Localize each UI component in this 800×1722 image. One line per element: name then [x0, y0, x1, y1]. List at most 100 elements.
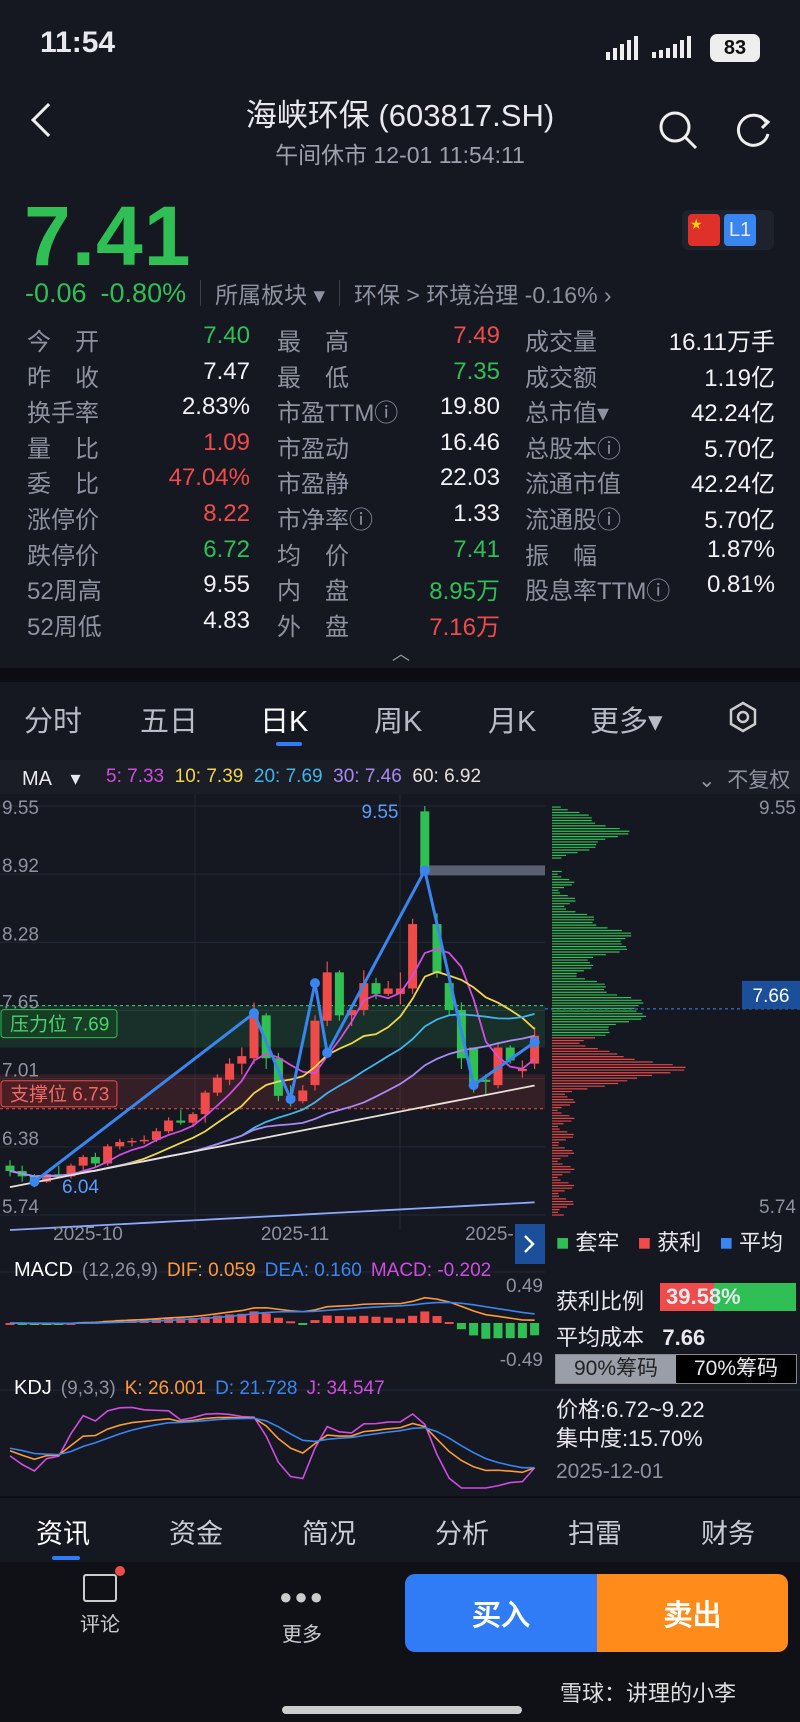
tab-3[interactable]: 周K [374, 706, 423, 738]
candle [151, 1131, 161, 1140]
kdj-d: D: 21.728 [215, 1378, 297, 1399]
ma-long-line [9, 1201, 535, 1231]
resistance-tag [0, 1009, 118, 1039]
macd-bar [481, 1323, 491, 1339]
chevron-right-icon [524, 1235, 535, 1253]
stat-value: 7.49 [453, 322, 500, 349]
support-label: 支撑位 6.73 [10, 1084, 109, 1106]
stat-value: 7.47 [203, 357, 250, 385]
info-tab-4[interactable]: 扫雷 [568, 1519, 622, 1549]
stat-label: 均 价 [277, 542, 349, 570]
stat-label: 52周高 [27, 578, 102, 606]
info-tab-1[interactable]: 资金 [169, 1519, 223, 1549]
stat-value: 2.83% [181, 393, 250, 421]
candle [444, 983, 454, 1010]
kline-chart[interactable]: 9.55 8.92 8.28 7.65 7.01 6.38 5.74 2025-10 2025-… [0, 794, 800, 1494]
candle [42, 1174, 52, 1182]
candle [225, 1063, 235, 1080]
zigzag-point [529, 1037, 540, 1048]
macd-bar [286, 1321, 296, 1324]
stats-row: 委 比 47.04% 市盈静 22.03 流通市值 42.24亿 [0, 464, 800, 500]
macd-params: (12,26,9) [82, 1260, 158, 1281]
home-indicator[interactable] [282, 1706, 522, 1714]
more-button[interactable]: ●●● 更多 [272, 1584, 332, 1647]
comment-button[interactable]: 评论 [70, 1566, 130, 1637]
stat-label: 市盈静 [277, 471, 349, 499]
stat-value: 6.72 [203, 535, 250, 563]
candle [176, 1120, 186, 1123]
macd-bar [371, 1316, 381, 1323]
info-tab-5[interactable]: 财务 [701, 1519, 755, 1549]
candle [139, 1139, 149, 1142]
chip-legend: ■ 套牢 ■ 获利 ■ 平均 [556, 1230, 783, 1255]
stat-value: 7.40 [203, 322, 250, 349]
candle [212, 1077, 222, 1093]
adjust-select[interactable]: ⌄ 不复权 [698, 769, 791, 792]
tab-0[interactable]: 分时 [24, 706, 83, 738]
tab-2[interactable]: 日K [260, 706, 309, 738]
x-tick-label: 2025-11 [261, 1224, 329, 1245]
zigzag-point [249, 1008, 259, 1019]
price-gap-box [420, 865, 545, 876]
macd-bar [225, 1314, 235, 1323]
tab-1[interactable]: 五日 [140, 706, 199, 738]
macd-bottom-label: -0.49 [500, 1350, 543, 1371]
sector-link[interactable]: 环保 > 环境治理 -0.16% › [354, 282, 612, 308]
stat-label: 52周低 [27, 613, 102, 641]
macd-bar [298, 1323, 308, 1325]
stat-label: 量 比 [27, 435, 99, 463]
ma-indicator-select[interactable]: MA ▾ [22, 768, 81, 790]
candle [273, 1058, 283, 1096]
dea-line [9, 1301, 535, 1325]
macd-value: MACD: -0.202 [371, 1260, 491, 1281]
candle [261, 1015, 271, 1059]
candle [298, 1090, 308, 1102]
candle [322, 972, 332, 1021]
candle [359, 983, 369, 1010]
chip-price-range: 价格:6.72~9.22 [556, 1397, 705, 1422]
macd-bar [408, 1315, 418, 1323]
macd-bar [517, 1323, 527, 1339]
search-icon[interactable] [656, 108, 700, 152]
info-tab-3[interactable]: 分析 [435, 1519, 489, 1549]
tab-4[interactable]: 月K [488, 706, 537, 738]
next-arrow-button[interactable] [515, 1224, 545, 1264]
chip-top-label: 9.55 [759, 798, 796, 819]
price-change-pct: -0.80% [100, 277, 187, 308]
refresh-icon[interactable] [732, 108, 776, 152]
candle [505, 1047, 515, 1061]
info-tab-0[interactable]: 资讯 [36, 1519, 90, 1549]
stat-value: 1.19亿 [704, 364, 775, 392]
candle [481, 1079, 491, 1082]
collapse-icon[interactable]: ︿ [392, 644, 410, 664]
dif-line [9, 1296, 535, 1325]
market-badge[interactable]: ★ L1 [682, 210, 774, 250]
candle [517, 1069, 527, 1072]
settings-icon[interactable] [726, 700, 760, 734]
stat-value: 7.35 [453, 357, 500, 385]
tab-5[interactable]: 更多▾ [590, 706, 663, 738]
macd-top-label: 0.49 [506, 1276, 543, 1297]
stat-value: 22.03 [439, 464, 500, 492]
chip-range-toggle: 90%筹码 70%筹码 [555, 1354, 797, 1384]
stat-value: 42.24亿 [690, 400, 775, 428]
stat-label: 外 盘 [277, 613, 349, 641]
candle [90, 1157, 100, 1164]
info-tab-2[interactable]: 简况 [302, 1519, 356, 1549]
battery-icon: 83 [710, 34, 760, 62]
stat-label: 委 比 [27, 471, 99, 499]
macd-select: MACD [14, 1259, 73, 1281]
stat-value: 16.11万手 [668, 329, 775, 356]
macd-bar [176, 1318, 186, 1323]
stat-value: 4.83 [203, 606, 250, 634]
chip-90-button[interactable]: 90%筹码 [556, 1355, 676, 1383]
sector-dropdown[interactable]: 所属板块 ▾ [215, 282, 326, 308]
chip-70-button[interactable]: 70%筹码 [676, 1355, 796, 1383]
y-tick-label: 8.28 [2, 924, 39, 945]
buy-button[interactable]: 买入 [405, 1574, 597, 1652]
sell-button[interactable]: 卖出 [597, 1574, 788, 1652]
chip-date: 2025-12-01 [556, 1460, 664, 1483]
stat-value: 1.33 [453, 500, 500, 527]
candle [127, 1140, 137, 1143]
ma5-line [9, 947, 536, 1178]
